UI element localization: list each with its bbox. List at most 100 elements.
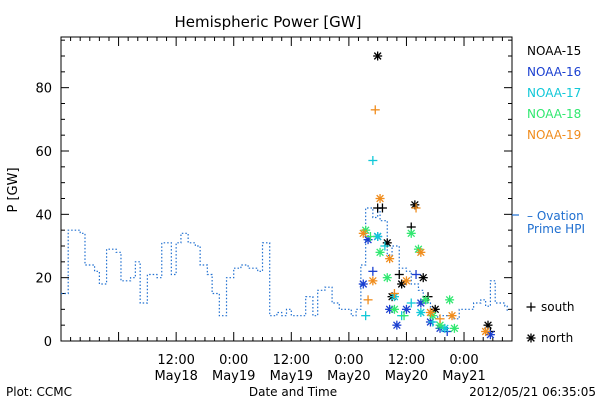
x-axis-label: Date and Time <box>249 385 337 399</box>
x-tick-label-time: 12:00 <box>157 353 194 368</box>
data-point-noaa-17-north <box>373 232 383 241</box>
marker-stroke <box>527 334 535 342</box>
data-point-noaa-19-south <box>411 203 421 213</box>
marker-stroke <box>417 308 425 317</box>
legend-north-label: north <box>541 331 573 345</box>
data-point-noaa-19-north <box>416 247 426 257</box>
x-tick-label-date: May19 <box>212 369 255 384</box>
y-tick-label: 60 <box>35 145 52 160</box>
data-point-noaa-19-north <box>368 276 378 286</box>
y-tick-label: 0 <box>44 335 52 350</box>
data-point-noaa-17-south <box>406 298 416 308</box>
legend-entry-noaa-17: NOAA-17 <box>527 86 581 100</box>
data-point-noaa-19-north <box>425 308 435 317</box>
marker-stroke <box>448 311 456 320</box>
data-point-noaa-17-south <box>368 156 378 165</box>
data-point-noaa-17-south <box>380 241 390 251</box>
data-point-noaa-18-north <box>449 323 459 333</box>
ovation-legend-line1: – Ovation <box>527 209 584 223</box>
y-tick-label: 80 <box>35 82 52 97</box>
marker-stroke <box>419 273 428 282</box>
data-point-noaa-18-north <box>389 304 399 314</box>
x-axis: 12:00May180:00May1912:00May190:00May2012… <box>60 37 513 384</box>
data-point-noaa-19-north <box>375 194 385 203</box>
marker-stroke <box>390 305 399 314</box>
data-point-noaa-17-north <box>416 308 426 317</box>
data-point-noaa-15-north <box>373 51 383 61</box>
data-point-noaa-16-south <box>368 266 378 276</box>
x-tick-label-time: 0:00 <box>219 353 248 368</box>
x-tick-label-date: May20 <box>327 369 370 384</box>
data-point-noaa-15-north <box>430 304 440 314</box>
data-point-noaa-19-south <box>370 105 380 115</box>
y-tick-label: 20 <box>35 272 52 287</box>
marker-stroke <box>373 232 382 241</box>
marker-stroke <box>486 330 495 339</box>
hemisphere-legend: south north <box>526 300 575 345</box>
data-point-noaa-18-south <box>365 232 375 241</box>
marker-stroke <box>481 327 490 336</box>
x-tick-label-date: May19 <box>270 369 313 384</box>
chart-title: Hemispheric Power [GW] <box>175 13 362 31</box>
marker-stroke <box>359 280 368 288</box>
data-point-noaa-18-north <box>445 295 455 305</box>
data-point-noaa-19-south <box>389 289 399 298</box>
marker-stroke <box>383 273 392 282</box>
y-tick-label: 40 <box>35 208 52 223</box>
x-tick-label-time: 12:00 <box>273 353 310 368</box>
marker-stroke <box>393 321 401 330</box>
marker-stroke <box>440 324 449 333</box>
marker-stroke <box>373 52 382 60</box>
plot-frame <box>60 36 513 342</box>
data-point-noaa-18-north <box>375 247 385 257</box>
data-point-noaa-15-south <box>394 270 404 279</box>
legend-entry-noaa-19: NOAA-19 <box>527 128 581 142</box>
y-axis-label: P [GW] <box>6 167 21 212</box>
data-point-noaa-16-north <box>392 320 402 330</box>
marker-stroke <box>445 295 454 304</box>
data-point-noaa-17-south <box>361 311 371 321</box>
data-point-noaa-19-north <box>401 276 411 286</box>
satellite-markers <box>358 51 495 340</box>
marker-stroke <box>450 324 459 333</box>
marker-stroke <box>426 308 435 317</box>
marker-stroke <box>417 248 425 257</box>
marker-stroke <box>417 299 425 307</box>
marker-stroke <box>397 280 406 288</box>
y-axis: 0 20 40 60 80 <box>35 39 512 350</box>
data-point-noaa-18-north <box>421 295 431 305</box>
legend-entry-noaa-16: NOAA-16 <box>527 65 581 79</box>
x-tick-label-time: 12:00 <box>388 353 425 368</box>
data-point-noaa-17-north <box>440 323 450 333</box>
data-point-noaa-19-north <box>481 327 491 336</box>
marker-stroke <box>385 254 394 263</box>
data-point-noaa-18-north <box>382 273 392 283</box>
x-tick-label-date: May20 <box>385 369 428 384</box>
legend-entry-noaa-15: NOAA-15 <box>527 44 581 58</box>
data-point-noaa-18-south <box>399 311 409 321</box>
marker-stroke <box>421 295 430 304</box>
data-point-noaa-16-south <box>411 270 421 279</box>
data-point-noaa-15-north <box>397 279 407 289</box>
data-point-noaa-16-north <box>416 298 426 308</box>
data-point-noaa-16-north <box>358 279 368 289</box>
data-point-noaa-19-south <box>363 295 373 305</box>
marker-stroke <box>369 276 377 285</box>
legend-north-symbol <box>526 333 536 343</box>
marker-stroke <box>376 194 384 203</box>
data-point-noaa-18-north <box>406 228 416 238</box>
marker-stroke <box>402 276 411 285</box>
legend-south-symbol <box>526 302 536 312</box>
marker-stroke <box>411 200 419 209</box>
data-point-noaa-16-north <box>485 330 495 340</box>
x-tick-label-date: May21 <box>442 369 485 384</box>
data-point-noaa-16-north <box>401 304 411 314</box>
marker-stroke <box>359 229 368 238</box>
plot-credit: Plot: CCMC <box>6 385 72 399</box>
data-point-noaa-19-south <box>435 314 445 324</box>
legend-south-label: south <box>541 300 575 314</box>
data-point-noaa-19-north <box>447 311 457 321</box>
marker-stroke <box>407 229 416 238</box>
legend: NOAA-15 NOAA-16 NOAA-17 NOAA-18 NOAA-19 <box>527 44 581 142</box>
